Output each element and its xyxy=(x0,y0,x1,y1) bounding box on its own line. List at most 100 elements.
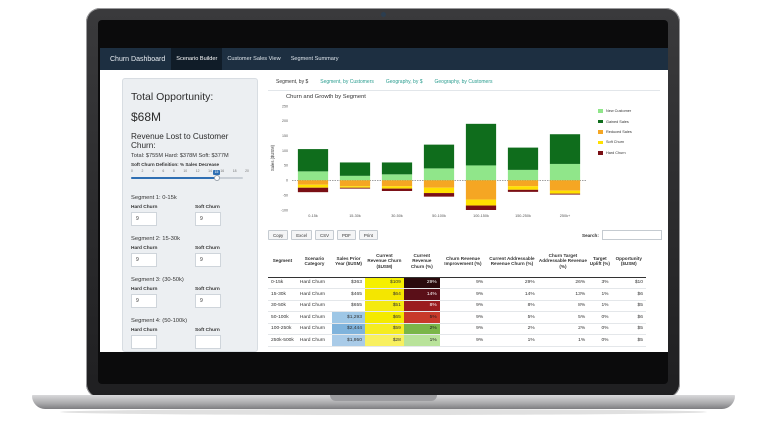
table-row[interactable]: 50-100k Hard Churn $1,293 $65 5% 9% 5% 5% 0% $6 xyxy=(268,311,646,324)
table-cell: Hard Churn xyxy=(296,277,333,289)
table-cell: 9% xyxy=(439,277,487,289)
bar-segment xyxy=(465,199,497,206)
table-cell: 0% xyxy=(588,334,612,347)
subtab-geography-customers[interactable]: Geography, by Customers xyxy=(434,79,493,85)
table-row[interactable]: 30-50k Hard Churn $655 $51 8% 9% 8% 8% 1% $5 xyxy=(268,300,646,312)
column-header[interactable]: Churn Revenue Improvement (%) xyxy=(439,246,487,278)
legend-swatch xyxy=(598,140,603,145)
churn-growth-chart: -100 -50 0 50 100 150 200 250 Sales ($USM) 0-15k 1… xyxy=(270,104,586,218)
column-header[interactable]: Sales Prior Year ($USM) xyxy=(332,246,365,278)
table-cell: 29% xyxy=(403,277,440,289)
column-header[interactable]: Target Uplift (%) xyxy=(588,246,612,278)
bar-segment xyxy=(339,162,371,176)
y-tick-label: 200 xyxy=(282,119,288,123)
soft-churn-input[interactable]: 9 xyxy=(195,294,221,308)
subtab-geography-dollars[interactable]: Geography, by $ xyxy=(385,79,423,85)
table-cell: 9% xyxy=(439,288,487,301)
soft-churn-input[interactable]: 9 xyxy=(195,212,221,226)
column-header[interactable]: Churn Target Addressable Revenue (%) xyxy=(537,246,589,278)
legend-swatch xyxy=(598,109,603,113)
legend-label: Gained Sales xyxy=(606,119,629,124)
legend-swatch xyxy=(598,130,603,134)
tab-segment-summary[interactable]: Segment Summary xyxy=(290,56,339,62)
slider-tick-label: 10 xyxy=(183,169,188,173)
subtab-segment-dollars[interactable]: Segment, by $ xyxy=(276,79,309,85)
segment-row: Hard Churn 9 Soft Churn 9 xyxy=(131,205,249,226)
table-row[interactable]: 250k-500k Hard Churn $1,950 $28 1% 9% 1% 1% 0% $5 xyxy=(268,334,646,347)
total-opportunity-title: Total Opportunity: xyxy=(131,91,214,103)
tab-customer-sales-view[interactable]: Customer Sales View xyxy=(227,56,281,62)
legend-label: Soft Churn xyxy=(606,140,625,145)
soft-churn-slider[interactable]: 0 2 4 6 8 10 12 14 16 18 20 15 xyxy=(131,169,249,187)
table-cell: 14% xyxy=(486,288,538,301)
bar-segment xyxy=(297,149,329,172)
pdf-button[interactable]: PDF xyxy=(337,230,356,240)
soft-churn-input[interactable] xyxy=(195,335,221,349)
column-header[interactable]: Segment xyxy=(268,246,297,278)
excel-button[interactable]: Excel xyxy=(291,230,312,240)
table-cell: 1% xyxy=(403,334,440,347)
chart-subtabs: Segment, by $ Segment, by Customers Geog… xyxy=(276,79,493,91)
laptop-notch xyxy=(330,395,437,401)
table-cell: 2% xyxy=(486,323,538,335)
app-title[interactable]: Churn Dashboard xyxy=(110,55,166,63)
bar-segment xyxy=(381,186,413,189)
column-header[interactable]: Current Addressable Revenue Churn (%) xyxy=(486,246,538,278)
table-cell: 3% xyxy=(588,277,612,289)
copy-button[interactable]: Copy xyxy=(268,230,289,240)
bar-segment xyxy=(507,169,539,181)
table-row[interactable]: 0-15k Hard Churn $363 $109 29% 9% 29% 26% 3% $10 xyxy=(268,277,646,289)
table-cell: $6 xyxy=(611,311,646,324)
hard-churn-input[interactable] xyxy=(131,335,157,349)
hard-churn-col: Hard Churn 9 xyxy=(131,246,179,267)
table-cell: Hard Churn xyxy=(296,334,333,347)
bar-segment xyxy=(423,187,455,194)
column-header[interactable]: Opportunity ($USM) xyxy=(611,246,646,278)
tab-scenario-builder[interactable]: Scenario Builder xyxy=(171,48,223,70)
soft-churn-input[interactable]: 9 xyxy=(195,253,221,267)
csv-button[interactable]: CSV xyxy=(315,230,335,240)
bar-segment xyxy=(465,123,497,166)
slider-tick-label: 0 xyxy=(131,169,133,173)
table-cell: $6 xyxy=(611,288,646,301)
table-cell: 5% xyxy=(486,311,538,324)
slider-handle[interactable] xyxy=(213,175,220,181)
search-label: Search: xyxy=(582,232,599,238)
table-row[interactable]: 100-250k Hard Churn $2,444 $59 2% 9% 2% 2% 0% $5 xyxy=(268,323,646,335)
slider-tick-label: 14 xyxy=(208,169,212,173)
hard-churn-input[interactable]: 9 xyxy=(131,212,157,226)
table-cell: 29% xyxy=(486,277,538,289)
bar-segment xyxy=(507,186,539,190)
total-opportunity-value: $68M xyxy=(131,110,162,124)
soft-churn-label: Soft Churn xyxy=(195,328,220,333)
segment-title: Segment 1: 0-15k xyxy=(131,195,177,201)
table-cell: 50-100k xyxy=(268,311,297,324)
segment-group: Segment 4: (50-100k) Hard Churn Soft Churn xyxy=(131,318,249,349)
table-cell: $655 xyxy=(332,300,365,312)
column-header[interactable]: Current Revenue Churn ($USM) xyxy=(364,246,404,278)
table-cell: $65 xyxy=(364,311,404,324)
table-cell: 2% xyxy=(403,323,440,335)
column-header[interactable]: Current Revenue Churn (%) xyxy=(403,246,440,278)
column-header[interactable]: Scenario Category xyxy=(296,246,333,278)
hard-churn-input[interactable]: 9 xyxy=(131,294,157,308)
bar-segment xyxy=(297,180,329,185)
table-cell: $5 xyxy=(611,323,646,335)
bar-segment xyxy=(381,188,413,191)
print-button[interactable]: Print xyxy=(358,230,378,240)
bar-segment xyxy=(423,168,455,181)
bar-segment xyxy=(507,189,539,192)
table-cell: $109 xyxy=(364,277,404,289)
top-navbar: Churn Dashboard Scenario Builder Custome… xyxy=(100,48,668,70)
table-row[interactable]: 15-30k Hard Churn $465 $64 14% 9% 14% 13% 1% $6 xyxy=(268,288,646,301)
table-cell: $5 xyxy=(611,300,646,312)
subtab-segment-customers[interactable]: Segment, by Customers xyxy=(320,79,374,85)
table-cell: Hard Churn xyxy=(296,311,333,324)
table-cell: $5 xyxy=(611,334,646,347)
slider-tick-label: 12 xyxy=(195,169,200,173)
hard-churn-input[interactable]: 9 xyxy=(131,253,157,267)
table-cell: $10 xyxy=(611,277,646,289)
table-cell: 0% xyxy=(588,323,612,335)
search-input[interactable] xyxy=(601,230,662,240)
